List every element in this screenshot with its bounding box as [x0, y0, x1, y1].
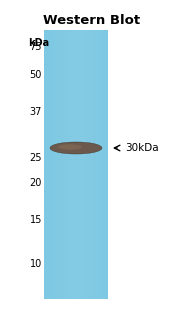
Ellipse shape — [58, 144, 82, 150]
Text: kDa: kDa — [28, 38, 49, 48]
Ellipse shape — [50, 142, 102, 154]
Bar — [89, 30, 92, 299]
Bar — [102, 30, 105, 299]
Bar — [60, 30, 63, 299]
Bar — [105, 30, 108, 299]
Bar — [92, 30, 95, 299]
Text: 30kDa: 30kDa — [125, 143, 159, 153]
Text: 20: 20 — [30, 178, 42, 188]
Text: 25: 25 — [29, 153, 42, 163]
Bar — [79, 30, 82, 299]
Bar — [98, 30, 102, 299]
Bar — [95, 30, 98, 299]
Text: Western Blot: Western Blot — [43, 14, 140, 27]
Text: 75: 75 — [29, 42, 42, 52]
Bar — [73, 30, 76, 299]
Bar — [50, 30, 54, 299]
Bar — [44, 30, 108, 299]
Text: 15: 15 — [30, 215, 42, 225]
Bar — [54, 30, 57, 299]
Bar — [70, 30, 73, 299]
Bar — [76, 30, 79, 299]
Bar — [66, 30, 70, 299]
Bar — [44, 30, 47, 299]
Text: 50: 50 — [30, 70, 42, 80]
Bar — [63, 30, 66, 299]
Bar — [47, 30, 50, 299]
Text: 10: 10 — [30, 259, 42, 269]
Bar — [57, 30, 60, 299]
Text: 37: 37 — [30, 107, 42, 117]
Bar — [86, 30, 89, 299]
Bar — [82, 30, 86, 299]
